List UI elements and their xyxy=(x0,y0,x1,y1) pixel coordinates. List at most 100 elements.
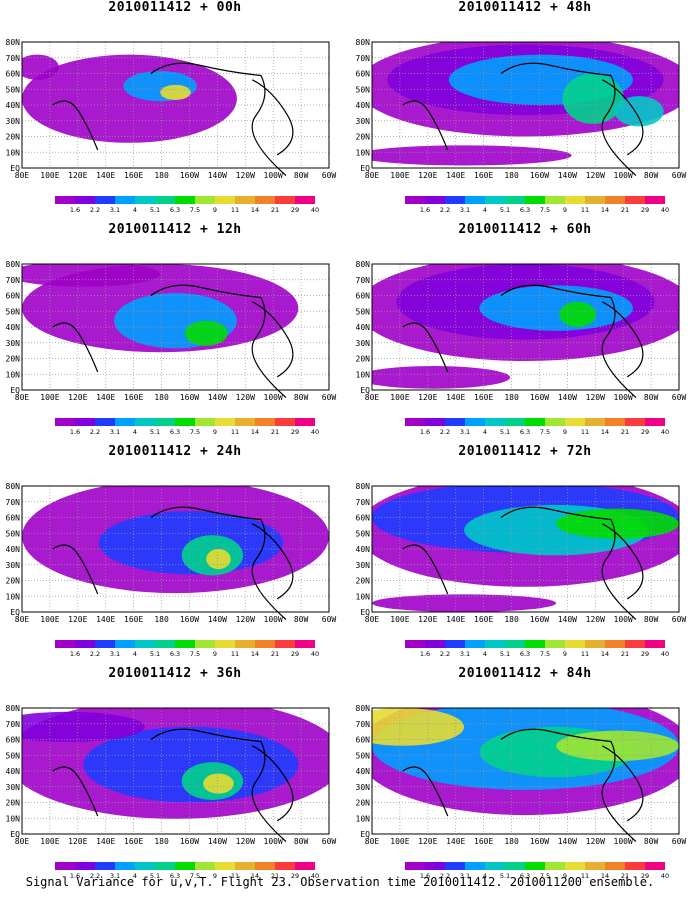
lon-tick-label: 160W xyxy=(530,393,549,402)
lat-tick-label: 70N xyxy=(6,720,21,729)
lat-tick-label: 80N xyxy=(356,38,371,47)
contour-region xyxy=(206,549,231,570)
lat-tick-label: 20N xyxy=(6,133,21,142)
lon-tick-label: 180 xyxy=(504,171,519,180)
colorbar-label: 2.2 xyxy=(90,206,100,214)
map-plot: 80E 100E 120E 140E 160E 180 160W 140W 120W 100W 80… xyxy=(356,704,687,880)
colorbar-label: 40 xyxy=(311,872,319,880)
lat-tick-label: 60N xyxy=(6,514,21,523)
lat-tick-label: 80N xyxy=(6,704,21,713)
lat-tick-label: 60N xyxy=(6,292,21,301)
panel-title: 2010011412 + 84h xyxy=(458,666,592,681)
colorbar-swatch xyxy=(275,640,295,648)
map-plot: 80E 100E 120E 140E 160E 180 160W 140W 120W 100W 80… xyxy=(356,38,687,214)
colorbar-swatch xyxy=(275,418,295,426)
colorbar-swatch xyxy=(605,640,625,648)
colorbar-label: 3.1 xyxy=(110,428,120,436)
lon-tick-label: 120W xyxy=(236,615,255,624)
lon-tick-label: 160W xyxy=(180,837,199,846)
lon-tick-label: 140E xyxy=(96,837,115,846)
colorbar-swatch xyxy=(55,640,75,648)
lat-tick-label: 10N xyxy=(6,370,21,379)
lat-tick-label: 20N xyxy=(356,133,371,142)
lon-tick-label: 120E xyxy=(68,171,87,180)
colorbar-swatch xyxy=(585,640,605,648)
map-plot: 80E 100E 120E 140E 160E 180 160W 140W 120W 100W 80… xyxy=(6,260,337,436)
lon-tick-label: 100W xyxy=(614,393,633,402)
colorbar-swatch xyxy=(445,418,465,426)
lon-tick-label: 100E xyxy=(40,171,59,180)
panel-title: 2010011412 + 00h xyxy=(108,0,242,15)
colorbar-label: 1.6 xyxy=(70,650,80,658)
contour-shading xyxy=(372,264,679,389)
lat-tick-label: 50N xyxy=(356,85,371,94)
panel-36h: 80E 100E 120E 140E 160E 180 160W 140W 120W 100W 80… xyxy=(0,666,350,888)
lat-tick-label: 50N xyxy=(6,751,21,760)
colorbar-swatch xyxy=(175,196,195,204)
colorbar-label: 21 xyxy=(621,206,629,214)
colorbar-legend: 1.6 2.2 3.1 4 5.1 6.3 7.5 9 11 14 21 29 40 xyxy=(405,418,669,436)
colorbar-swatch xyxy=(405,196,425,204)
lat-tick-label: EQ xyxy=(10,164,20,173)
colorbar-swatch xyxy=(135,418,155,426)
panel-title: 2010011412 + 48h xyxy=(458,0,592,15)
colorbar-swatch xyxy=(525,640,545,648)
lon-tick-label: 80E xyxy=(365,615,380,624)
panel-00h: 80E 100E 120E 140E 160E 180 160W 140W 120W 100W 80… xyxy=(0,0,350,222)
colorbar-swatch xyxy=(155,862,175,870)
colorbar-swatch xyxy=(55,862,75,870)
lon-tick-label: 80E xyxy=(15,171,30,180)
graticule xyxy=(372,708,679,834)
colorbar-label: 9 xyxy=(563,428,567,436)
map-plot: 80E 100E 120E 140E 160E 180 160W 140W 120W 100W 80… xyxy=(356,260,687,436)
colorbar-swatch xyxy=(55,418,75,426)
colorbar-swatch xyxy=(195,640,215,648)
colorbar-label: 5.1 xyxy=(500,428,510,436)
contour-region xyxy=(203,773,234,794)
colorbar-label: 6.3 xyxy=(170,428,180,436)
lon-tick-label: 140E xyxy=(96,615,115,624)
colorbar-label: 11 xyxy=(581,428,589,436)
colorbar-swatch xyxy=(545,640,565,648)
colorbar-label: 11 xyxy=(231,206,239,214)
contour-region xyxy=(372,145,572,166)
colorbar-label: 21 xyxy=(271,428,279,436)
lon-tick-label: 80E xyxy=(365,393,380,402)
colorbar-label: 2.2 xyxy=(90,872,100,880)
lat-tick-label: 50N xyxy=(6,529,21,538)
lon-tick-label: 80W xyxy=(644,837,659,846)
colorbar-legend: 1.6 2.2 3.1 4 5.1 6.3 7.5 9 11 14 21 29 40 xyxy=(405,640,669,658)
lon-tick-label: 100W xyxy=(264,171,283,180)
lat-tick-label: 20N xyxy=(356,799,371,808)
colorbar-swatch xyxy=(235,640,255,648)
colorbar-label: 5.1 xyxy=(150,650,160,658)
contour-shading xyxy=(22,264,299,353)
lon-tick-label: 80W xyxy=(644,615,659,624)
colorbar-swatch xyxy=(645,196,665,204)
lat-tick-label: 60N xyxy=(6,70,21,79)
lon-tick-label: 80E xyxy=(365,837,380,846)
lon-tick-label: 120W xyxy=(586,393,605,402)
lon-tick-label: 60W xyxy=(672,393,687,402)
colorbar-label: 29 xyxy=(291,206,299,214)
map-plot: 80E 100E 120E 140E 160E 180 160W 140W 120W 100W 80… xyxy=(356,482,687,658)
lat-tick-label: 80N xyxy=(6,260,21,269)
colorbar-label: 29 xyxy=(641,650,649,658)
colorbar-label: 9 xyxy=(563,650,567,658)
lon-tick-label: 80E xyxy=(365,171,380,180)
lat-tick-label: 10N xyxy=(6,148,21,157)
lon-tick-label: 180 xyxy=(504,615,519,624)
colorbar-swatch xyxy=(605,862,625,870)
colorbar-swatch xyxy=(275,196,295,204)
colorbar-swatch xyxy=(195,196,215,204)
colorbar-label: 3.1 xyxy=(110,872,120,880)
colorbar-label: 7.5 xyxy=(190,206,200,214)
panel-60h: 80E 100E 120E 140E 160E 180 160W 140W 120W 100W 80… xyxy=(350,222,700,444)
colorbar-legend: 1.6 2.2 3.1 4 5.1 6.3 7.5 9 11 14 21 29 40 xyxy=(405,862,669,880)
lat-tick-label: 80N xyxy=(6,38,21,47)
lat-tick-label: 60N xyxy=(356,514,371,523)
colorbar-label: 3.1 xyxy=(460,206,470,214)
lat-tick-label: 10N xyxy=(6,814,21,823)
lat-tick-label: 20N xyxy=(6,577,21,586)
colorbar-label: 21 xyxy=(271,872,279,880)
